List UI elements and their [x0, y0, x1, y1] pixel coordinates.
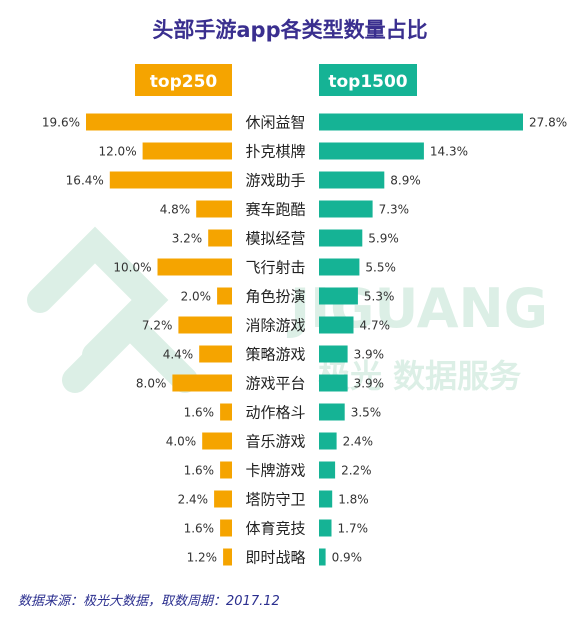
bar-top250 [199, 345, 232, 363]
category-label: 模拟经营 [245, 230, 305, 248]
bar-top250 [217, 287, 232, 305]
bar-top250 [208, 229, 232, 247]
bar-top1500 [319, 461, 336, 479]
bars-layer: 19.6% 休闲益智 27.8% 12.0% 扑克棋牌 14.3% 16.4% 游戏助手 8.9… [42, 113, 567, 567]
category-label: 扑克棋牌 [245, 143, 305, 161]
category-label: 卡牌游戏 [245, 462, 305, 480]
value-label-top1500: 27.8% [529, 116, 567, 130]
bar-top250 [214, 490, 232, 508]
bar-top1500 [319, 548, 326, 566]
category-label: 飞行射击 [245, 259, 305, 277]
value-label-top250: 4.4% [163, 348, 194, 362]
bar-top250 [157, 258, 232, 276]
value-label-top250: 1.6% [184, 464, 215, 478]
bar-top1500 [319, 229, 363, 247]
value-label-top250: 4.0% [166, 435, 197, 449]
value-label-top1500: 1.8% [338, 493, 369, 507]
value-label-top1500: 8.9% [390, 174, 421, 188]
category-label: 塔防守卫 [245, 491, 305, 509]
category-label: 角色扮演 [245, 288, 305, 306]
value-label-top1500: 3.9% [354, 348, 385, 362]
value-label-top250: 16.4% [66, 174, 104, 188]
bar-top250 [86, 113, 232, 131]
value-label-top1500: 7.3% [379, 203, 410, 217]
bar-top1500 [319, 316, 354, 334]
bar-top1500 [319, 287, 358, 305]
bar-top1500 [319, 142, 424, 160]
value-label-top250: 19.6% [42, 116, 80, 130]
value-label-top1500: 14.3% [430, 145, 468, 159]
bar-top1500 [319, 200, 373, 218]
category-label: 音乐游戏 [245, 433, 305, 451]
legend-top250-label: top250 [150, 72, 218, 92]
value-label-top1500: 3.9% [354, 377, 385, 391]
value-label-top250: 1.6% [184, 406, 215, 420]
bar-top1500 [319, 171, 385, 189]
value-label-top250: 7.2% [142, 319, 173, 333]
value-label-top250: 2.0% [181, 290, 212, 304]
value-label-top250: 1.6% [184, 522, 215, 536]
bar-top250 [142, 142, 232, 160]
bar-top250 [172, 374, 232, 392]
value-label-top1500: 5.9% [368, 232, 399, 246]
bar-top1500 [319, 403, 345, 421]
category-label: 休闲益智 [245, 114, 305, 132]
watermark-tagline: 极光 数据服务 [318, 357, 521, 395]
bar-top1500 [319, 258, 360, 276]
value-label-top1500: 1.7% [338, 522, 369, 536]
bar-top250 [223, 548, 232, 566]
value-label-top250: 10.0% [113, 261, 151, 275]
category-label: 策略游戏 [245, 346, 305, 364]
category-label: 体育竞技 [245, 520, 305, 538]
category-label: 游戏助手 [245, 172, 305, 190]
value-label-top1500: 5.3% [364, 290, 395, 304]
bar-top250 [196, 200, 232, 218]
value-label-top1500: 0.9% [332, 551, 363, 565]
bar-top1500 [319, 113, 523, 131]
value-label-top250: 4.8% [160, 203, 191, 217]
category-label: 即时战略 [245, 549, 305, 567]
value-label-top250: 8.0% [136, 377, 167, 391]
bar-top250 [220, 519, 232, 537]
bar-top250 [178, 316, 232, 334]
chart-title: 头部手游app各类型数量占比 [152, 18, 427, 42]
bar-top250 [220, 403, 232, 421]
category-label: 动作格斗 [245, 404, 305, 422]
bar-top1500 [319, 374, 348, 392]
value-label-top250: 12.0% [98, 145, 136, 159]
category-label: 游戏平台 [245, 375, 305, 393]
value-label-top1500: 5.5% [365, 261, 396, 275]
value-label-top1500: 2.4% [343, 435, 374, 449]
category-label: 赛车跑酷 [245, 201, 305, 219]
legend-top250-box [135, 64, 232, 96]
category-label: 消除游戏 [245, 317, 305, 335]
legend-top1500: top1500 [319, 64, 417, 96]
bar-top250 [109, 171, 232, 189]
bar-top250 [220, 461, 232, 479]
value-label-top1500: 3.5% [351, 406, 382, 420]
bar-top250 [202, 432, 232, 450]
source-footnote: 数据来源：极光大数据，取数周期：2017.12 [18, 594, 280, 609]
value-label-top1500: 2.2% [341, 464, 372, 478]
watermark-logo [27, 226, 198, 393]
legend-top1500-label: top1500 [328, 72, 407, 92]
value-label-top250: 1.2% [187, 551, 218, 565]
bar-top1500 [319, 432, 337, 450]
legend-top250: top250 [135, 64, 232, 96]
legend-top1500-box [319, 64, 417, 96]
value-label-top1500: 4.7% [360, 319, 391, 333]
bar-top1500 [319, 490, 333, 508]
value-label-top250: 2.4% [178, 493, 209, 507]
value-label-top250: 3.2% [172, 232, 203, 246]
bar-top1500 [319, 519, 332, 537]
bar-top1500 [319, 345, 348, 363]
